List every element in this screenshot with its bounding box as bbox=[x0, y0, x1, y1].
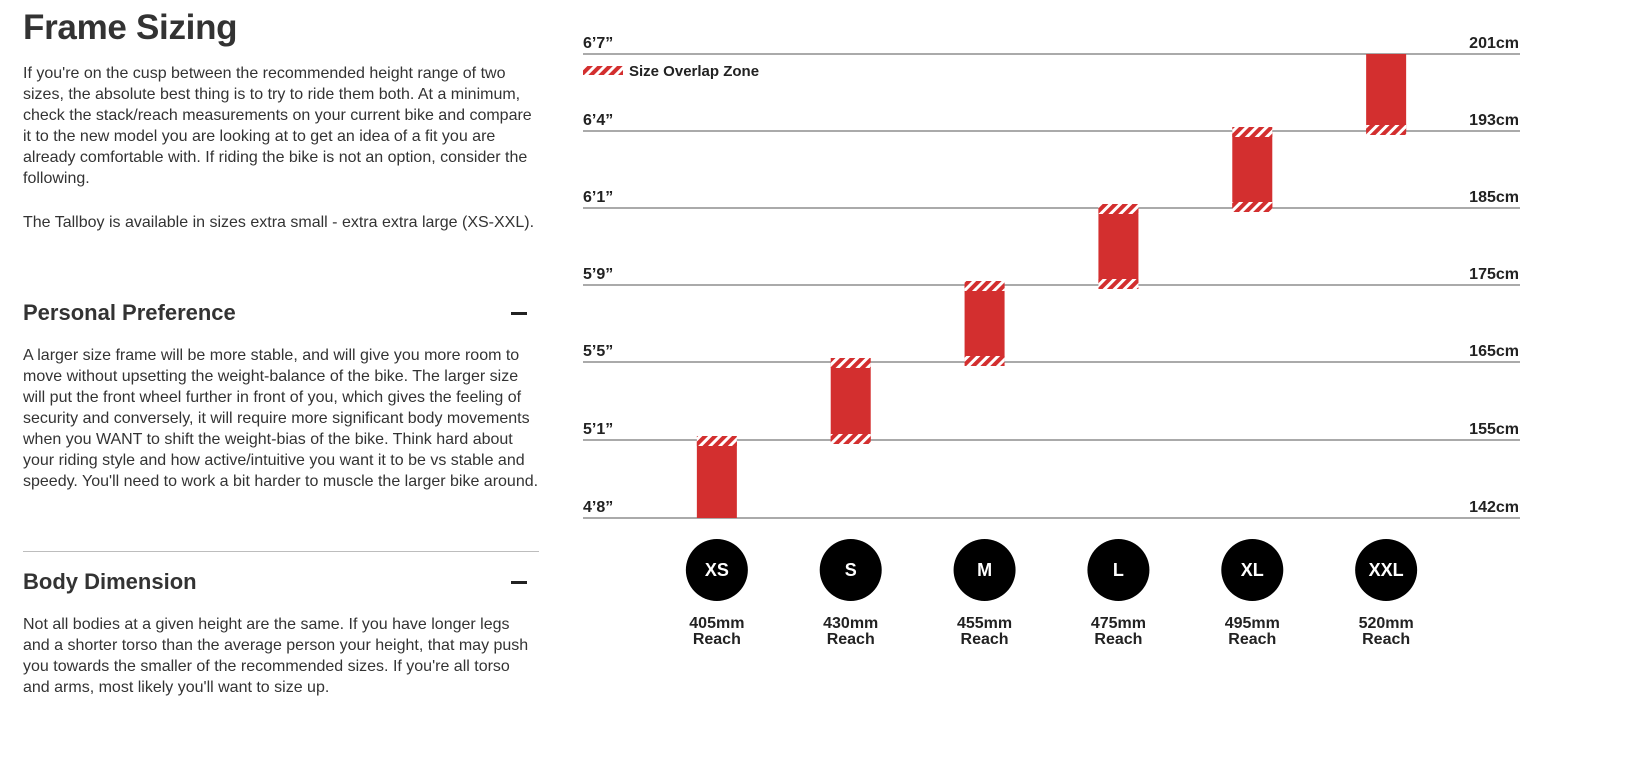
overlap-zone-bottom bbox=[1366, 125, 1407, 135]
reach-label: Reach bbox=[1094, 631, 1142, 648]
height-cm-label: 175cm bbox=[1469, 266, 1519, 283]
overlap-zone-bottom bbox=[964, 356, 1005, 366]
page-title: Frame Sizing bbox=[23, 8, 238, 47]
section-body-dimension-header[interactable]: Body Dimension bbox=[23, 567, 539, 597]
reach-value: 405mm bbox=[689, 615, 744, 632]
section-title: Personal Preference bbox=[23, 300, 236, 325]
reach-value: 455mm bbox=[957, 615, 1012, 632]
size-badge-xs[interactable] bbox=[685, 539, 748, 601]
intro-paragraph: If you're on the cusp between the recomm… bbox=[23, 65, 532, 187]
size-bar-xxl bbox=[1366, 54, 1407, 131]
size-badge-s[interactable] bbox=[819, 539, 882, 601]
legend-label: Size Overlap Zone bbox=[629, 63, 759, 80]
size-bar-xs bbox=[696, 440, 737, 518]
height-cm-label: 142cm bbox=[1469, 499, 1519, 516]
size-label: S bbox=[845, 560, 857, 580]
height-ft-label: 6’7” bbox=[583, 35, 613, 52]
reach-label: Reach bbox=[693, 631, 741, 648]
height-cm-label: 155cm bbox=[1469, 421, 1519, 438]
overlap-zone-bottom bbox=[1232, 202, 1273, 212]
reach-value: 495mm bbox=[1225, 615, 1280, 632]
overlap-zone-top bbox=[696, 436, 737, 446]
reach-value: 430mm bbox=[823, 615, 878, 632]
size-label: XL bbox=[1241, 560, 1264, 580]
body-dimension-body: Not all bodies at a given height are the… bbox=[23, 616, 529, 696]
personal-preference-body: A larger size frame will be more stable,… bbox=[23, 347, 539, 490]
reach-label: Reach bbox=[1362, 631, 1410, 648]
size-label: M bbox=[977, 560, 992, 580]
height-ft-label: 6’4” bbox=[583, 112, 613, 129]
reach-label: Reach bbox=[961, 631, 1009, 648]
height-ft-label: 4’8” bbox=[583, 499, 613, 516]
section-divider bbox=[23, 551, 539, 552]
height-cm-label: 185cm bbox=[1469, 189, 1519, 206]
height-ft-label: 6’1” bbox=[583, 189, 613, 206]
size-bar-m bbox=[964, 285, 1005, 362]
collapse-minus-icon[interactable] bbox=[507, 301, 531, 325]
overlap-zone-top bbox=[830, 358, 871, 368]
height-ft-label: 5’9” bbox=[583, 266, 613, 283]
overlap-zone-top bbox=[1232, 127, 1273, 137]
size-badge-xxl[interactable] bbox=[1355, 539, 1418, 601]
size-bar-xl bbox=[1232, 131, 1273, 208]
size-badge-l[interactable] bbox=[1087, 539, 1150, 601]
height-cm-label: 193cm bbox=[1469, 112, 1519, 129]
height-cm-label: 165cm bbox=[1469, 343, 1519, 360]
reach-value: 475mm bbox=[1091, 615, 1146, 632]
height-cm-label: 201cm bbox=[1469, 35, 1519, 52]
reach-label: Reach bbox=[827, 631, 875, 648]
size-label: XXL bbox=[1369, 560, 1404, 580]
sizes-paragraph: The Tallboy is available in sizes extra … bbox=[23, 214, 535, 231]
overlap-zone-bottom bbox=[1098, 279, 1139, 289]
overlap-zone-top bbox=[1098, 204, 1139, 214]
reach-label: Reach bbox=[1228, 631, 1276, 648]
size-badge-xl[interactable] bbox=[1221, 539, 1284, 601]
height-ft-label: 5’5” bbox=[583, 343, 613, 360]
size-label: L bbox=[1113, 560, 1124, 580]
overlap-legend-swatch bbox=[583, 66, 623, 75]
chart-legend: Size Overlap Zone bbox=[583, 63, 759, 80]
overlap-zone-bottom bbox=[830, 434, 871, 444]
reach-value: 520mm bbox=[1359, 615, 1414, 632]
size-badge-m[interactable] bbox=[953, 539, 1016, 601]
size-label: XS bbox=[705, 560, 729, 580]
overlap-zone-top bbox=[964, 281, 1005, 291]
size-bar-l bbox=[1098, 208, 1139, 285]
section-personal-preference-header[interactable]: Personal Preference bbox=[23, 298, 539, 328]
height-ft-label: 5’1” bbox=[583, 421, 613, 438]
section-title: Body Dimension bbox=[23, 569, 197, 594]
size-bar-s bbox=[830, 362, 871, 440]
collapse-minus-icon[interactable] bbox=[507, 570, 531, 594]
